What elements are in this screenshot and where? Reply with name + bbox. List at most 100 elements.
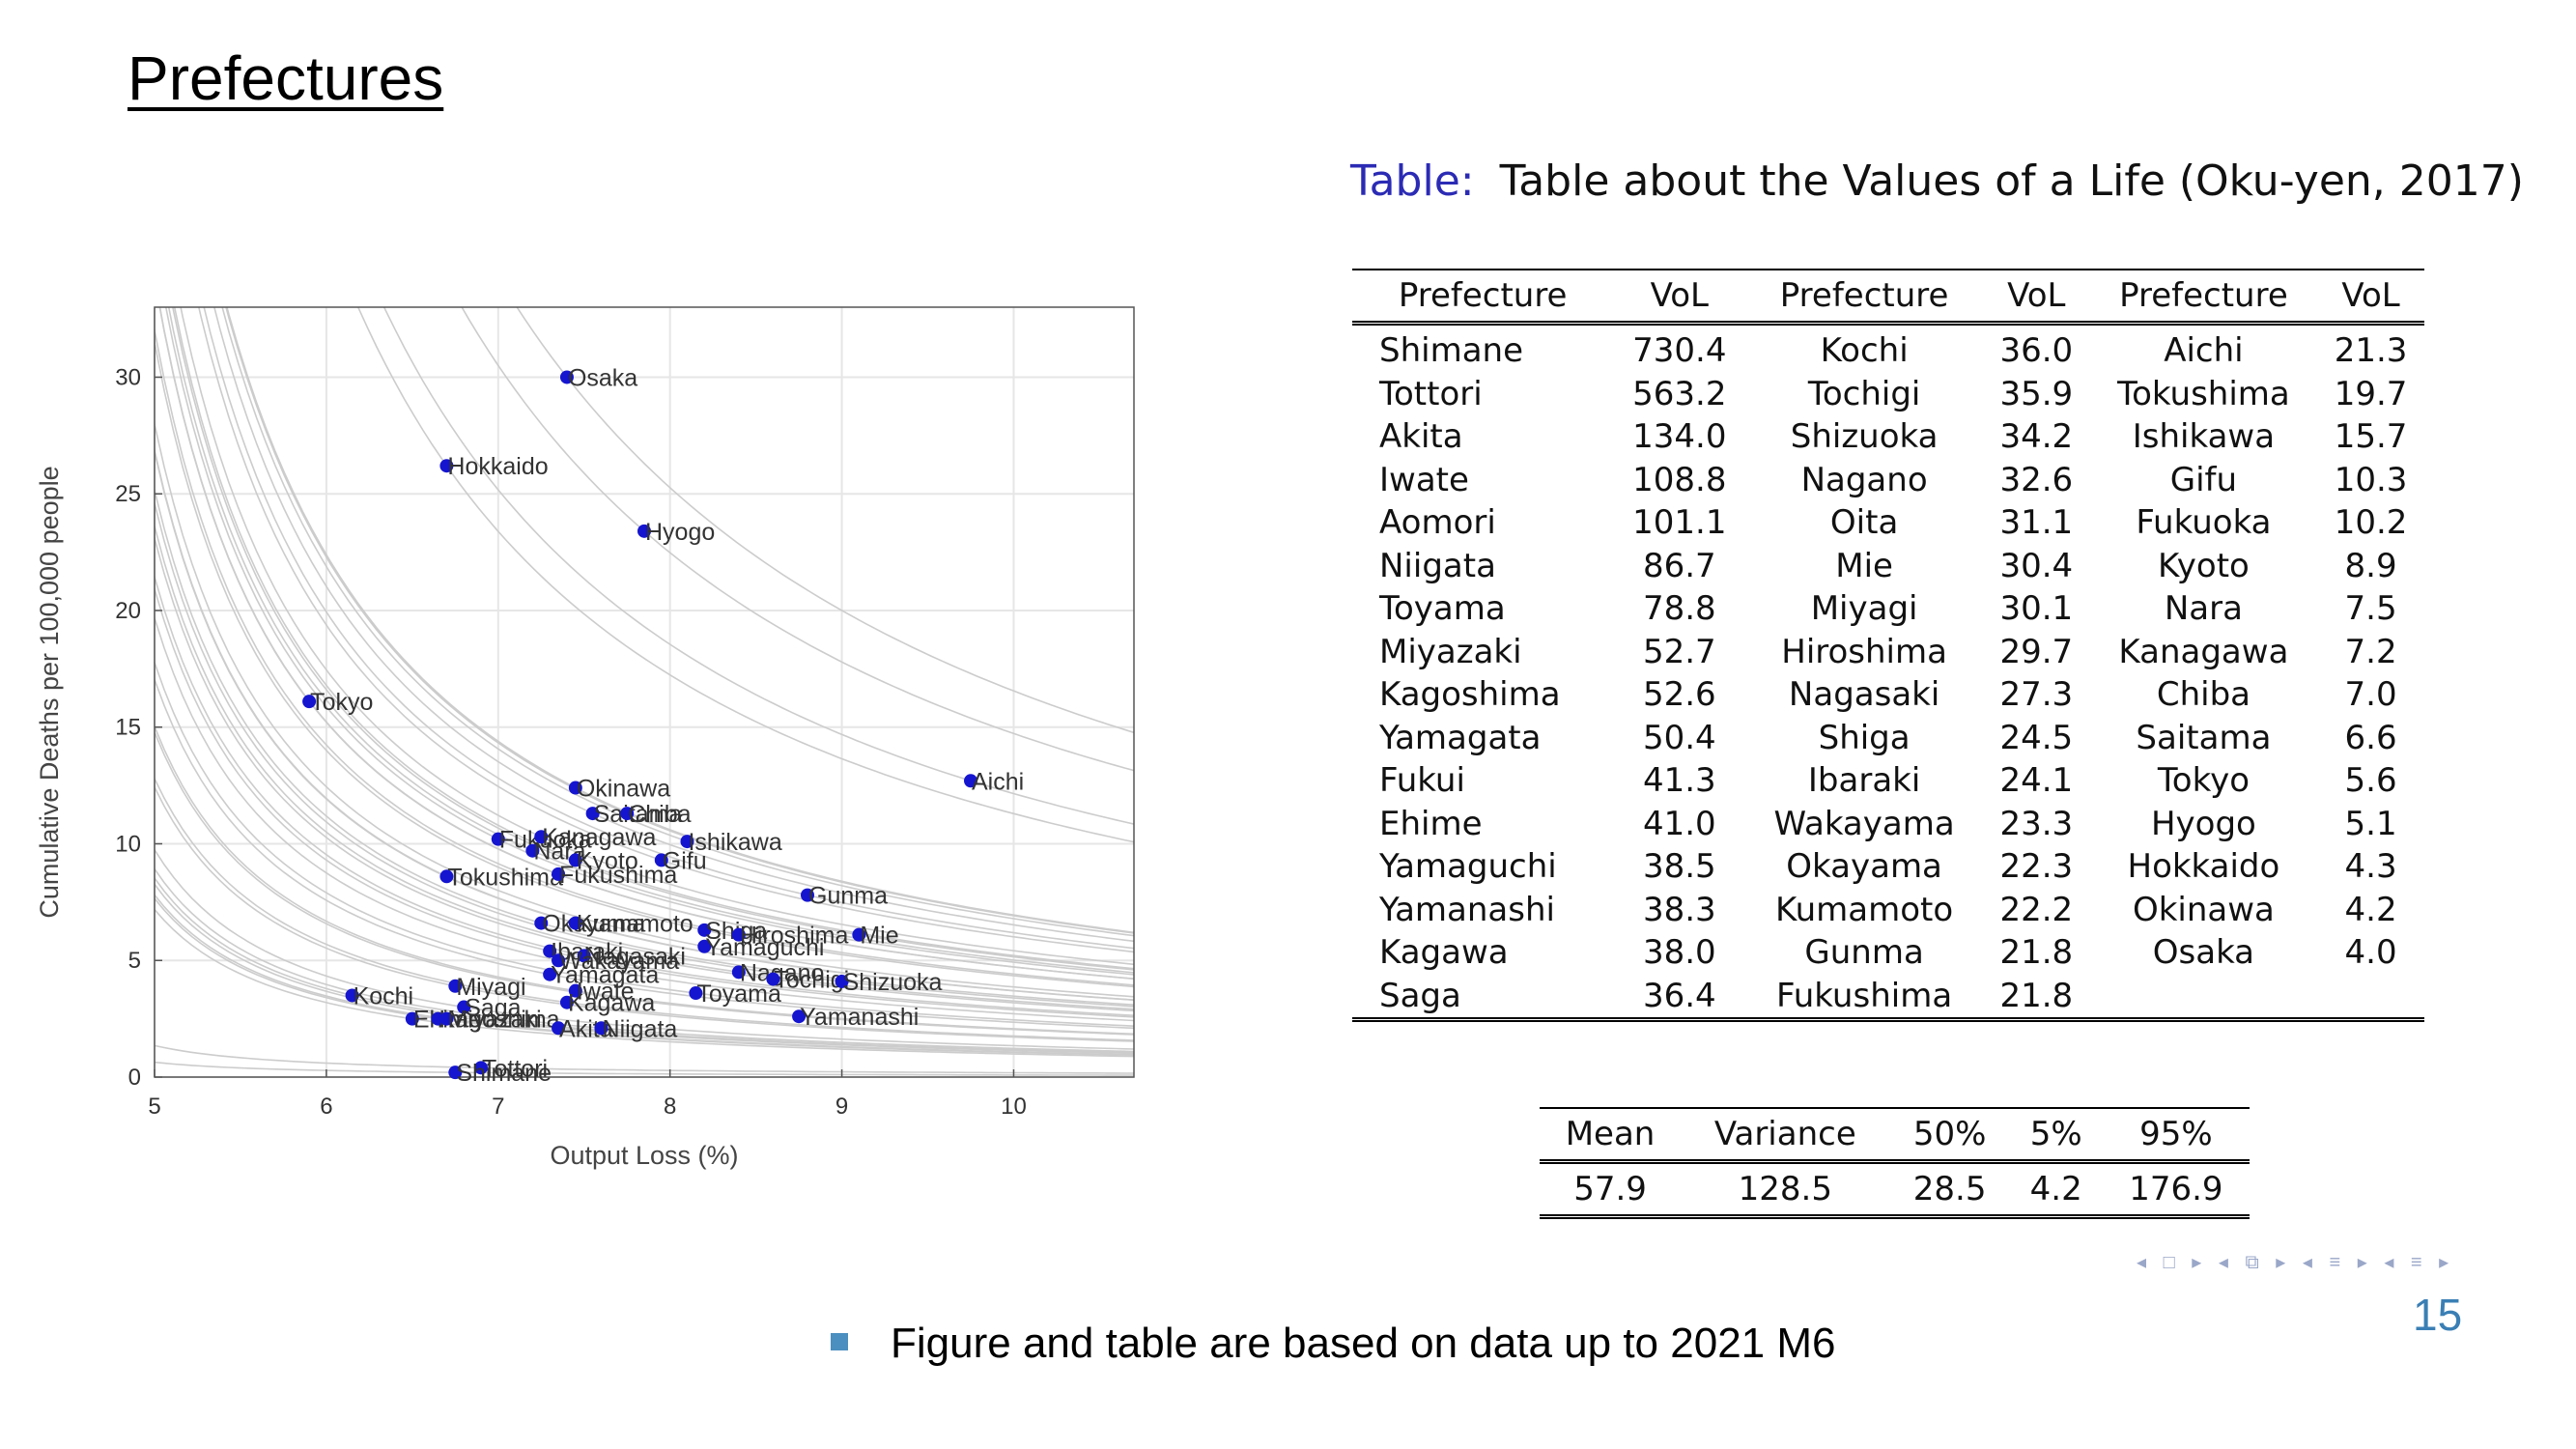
x-tick-label: 8 xyxy=(664,1094,676,1120)
prefecture-cell: Fukui xyxy=(1379,761,1465,801)
stats-header-p5: 5% xyxy=(2009,1107,2103,1164)
data-point xyxy=(697,923,712,937)
vol-cell: 5.1 xyxy=(2344,804,2397,843)
prefecture-cell: Yamanashi xyxy=(1379,890,1555,929)
iso-curve xyxy=(155,784,1134,1042)
table-row: Niigata 86.7 Mie 30.4 Kyoto 8.9 xyxy=(1352,545,2424,588)
table-row: Yamaguchi 38.5 Okayama 22.3 Hokkaido 4.3 xyxy=(1352,845,2424,889)
vol-cell: 563.2 xyxy=(1632,374,1727,413)
vol-table-header-row: Prefecture VoL Prefecture VoL Prefecture… xyxy=(1352,269,2424,326)
point-label: Shizuoka xyxy=(843,969,943,996)
data-point xyxy=(568,781,582,795)
prefecture-cell: Aichi xyxy=(2164,331,2244,371)
data-point xyxy=(405,1011,419,1026)
col-header-prefecture: Prefecture xyxy=(1352,269,1614,326)
point-label: Chiba xyxy=(628,801,691,828)
table-row: Ehime 41.0 Wakayama 23.3 Hyogo 5.1 xyxy=(1352,803,2424,846)
prefecture-cell: Ehime xyxy=(1379,804,1483,843)
table-row: Tottori 563.2 Tochigi 35.9 Tokushima 19.7 xyxy=(1352,373,2424,416)
point-label: Fukushima xyxy=(559,862,677,889)
table-row: Shimane 730.4 Kochi 36.0 Aichi 21.3 xyxy=(1352,324,2424,373)
nav-document-icon[interactable]: ◂ ≡ ▸ xyxy=(2384,1252,2455,1273)
data-point xyxy=(568,916,582,930)
iso-curve xyxy=(167,307,1134,974)
prefecture-cell: Kagoshima xyxy=(1379,675,1561,715)
y-tick-label: 15 xyxy=(115,715,141,741)
vol-cell: 6.6 xyxy=(2344,718,2397,757)
iso-curve xyxy=(155,325,1134,986)
prefecture-cell: Hyogo xyxy=(2150,804,2256,843)
square-bullet-icon xyxy=(831,1333,848,1351)
y-tick-label: 30 xyxy=(115,364,141,390)
point-label: Yamaguchi xyxy=(705,934,824,961)
vol-cell: 730.4 xyxy=(1632,331,1727,371)
point-label: Tokyo xyxy=(310,689,373,716)
vol-cell: 7.5 xyxy=(2344,589,2397,629)
prefecture-cell: Fukushima xyxy=(1745,974,1983,1022)
point-label: Kanagawa xyxy=(542,824,656,851)
prefecture-cell xyxy=(2089,974,2318,1022)
prefecture-cell: Miyagi xyxy=(1810,589,1918,629)
point-label: Tokushima xyxy=(447,864,563,891)
data-point xyxy=(680,835,694,849)
point-label: Kyoto xyxy=(577,847,638,874)
iso-curve xyxy=(158,307,1134,980)
prefecture-cell: Nagano xyxy=(1800,460,1928,499)
prefecture-cell: Miyazaki xyxy=(1379,632,1522,671)
data-point xyxy=(697,939,712,953)
point-label: Gifu xyxy=(663,847,707,874)
data-point xyxy=(731,927,746,942)
iso-curve xyxy=(155,908,1134,1058)
data-point xyxy=(568,983,582,998)
prefecture-cell: Okayama xyxy=(1786,847,1942,887)
page-number: 15 xyxy=(2413,1290,2463,1340)
table-row: Kagoshima 52.6 Nagasaki 27.3 Chiba 7.0 xyxy=(1352,673,2424,717)
vol-cell: 41.3 xyxy=(1642,761,1716,801)
iso-curve xyxy=(155,1044,1134,1074)
prefecture-cell: Osaka xyxy=(2152,933,2255,973)
x-tick-label: 5 xyxy=(148,1094,160,1120)
vol-cell: 50.4 xyxy=(1642,718,1716,757)
point-label: Niigata xyxy=(603,1015,678,1042)
iso-curve xyxy=(155,419,1134,998)
point-label: Shimane xyxy=(456,1060,552,1087)
table-row: Fukui 41.3 Ibaraki 24.1 Tokyo 5.6 xyxy=(1352,759,2424,803)
prefecture-cell: Mie xyxy=(1835,546,1893,585)
col-header-vol: VoL xyxy=(1613,269,1746,326)
vol-cell: 36.0 xyxy=(1999,331,2074,371)
nav-subsection-icon[interactable]: ◂ ⧉ ▸ xyxy=(2218,1252,2292,1273)
data-point xyxy=(835,974,849,988)
nav-section-icon[interactable]: ◂ ≡ ▸ xyxy=(2302,1252,2373,1273)
point-label: Okinawa xyxy=(577,776,670,803)
point-label: Yamagata xyxy=(551,962,659,989)
data-point xyxy=(792,1009,807,1024)
prefecture-cell: Akita xyxy=(1379,417,1463,457)
table-caption-text: Table about the Values of a Life (Oku-ye… xyxy=(1499,156,2524,206)
iso-curve xyxy=(180,307,1134,966)
vol-cell: 34.2 xyxy=(1999,417,2074,457)
footnote-bullet: Figure and table are based on data up to… xyxy=(831,1320,1835,1368)
data-point xyxy=(448,1065,463,1080)
stats-header-p95: 95% xyxy=(2102,1107,2250,1164)
stats-header-variance: Variance xyxy=(1681,1107,1890,1164)
iso-curve xyxy=(203,307,1134,950)
prefecture-cell: Gifu xyxy=(2169,460,2238,499)
data-point xyxy=(474,1061,488,1075)
point-label: Aichi xyxy=(972,768,1024,795)
prefecture-cell: Niigata xyxy=(1379,546,1496,585)
x-tick-label: 7 xyxy=(492,1094,504,1120)
table-row: Iwate 108.8 Nagano 32.6 Gifu 10.3 xyxy=(1352,459,2424,502)
vol-cell: 41.0 xyxy=(1642,804,1716,843)
nav-frame-icon[interactable]: ◂ □ ▸ xyxy=(2137,1252,2208,1273)
x-tick-label: 10 xyxy=(1001,1094,1027,1120)
data-point xyxy=(543,967,557,981)
data-point xyxy=(448,979,463,993)
prefecture-cell: Iwate xyxy=(1379,460,1469,499)
point-label: Miyagi xyxy=(456,974,525,1001)
data-point xyxy=(302,695,317,709)
vol-cell: 30.4 xyxy=(1999,546,2074,585)
vol-table: Prefecture VoL Prefecture VoL Prefecture… xyxy=(1352,269,2424,1022)
vol-cell: 4.2 xyxy=(2344,890,2397,929)
vol-cell: 86.7 xyxy=(1642,546,1716,585)
y-axis-label: Cumulative Deaths per 100,000 people xyxy=(35,466,64,918)
